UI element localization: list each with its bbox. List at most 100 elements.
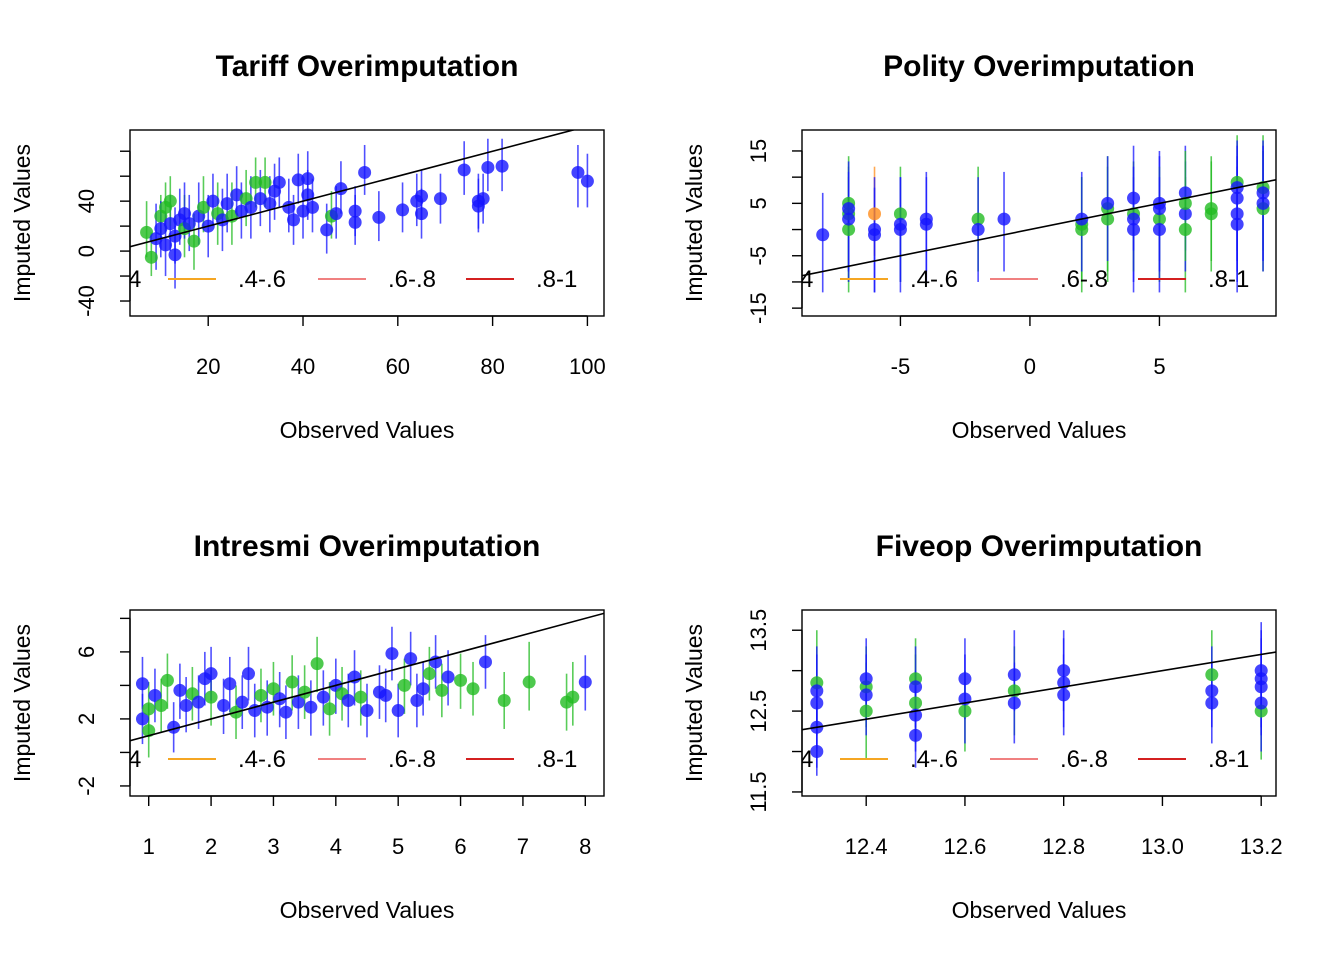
x-tick-label: 2 bbox=[205, 834, 217, 859]
data-point bbox=[244, 200, 258, 214]
data-point bbox=[1007, 668, 1021, 682]
data-point bbox=[997, 212, 1011, 226]
legend-label: 4 bbox=[128, 746, 141, 773]
x-axis-label: Observed Values bbox=[952, 417, 1127, 443]
data-point bbox=[958, 672, 972, 686]
y-axis: -15 -5 5 15 bbox=[746, 139, 803, 324]
data-point bbox=[810, 696, 824, 710]
legend-label: .8-1 bbox=[1208, 746, 1249, 773]
x-tick-label: 5 bbox=[1153, 354, 1165, 379]
chart-panel-tariff: Tariff Overimputation 4 .4-.6 .6-.8 .8-1 20 40… bbox=[9, 50, 606, 443]
y-axis: 11.5 12.5 13.5 bbox=[746, 609, 803, 813]
data-point bbox=[810, 684, 824, 698]
data-point bbox=[457, 163, 471, 177]
data-point bbox=[354, 690, 368, 704]
data-point bbox=[859, 688, 873, 702]
y-axis: -2 2 6 bbox=[74, 617, 131, 796]
reference-line bbox=[130, 130, 577, 248]
legend-label: 4 bbox=[128, 266, 141, 293]
data-point bbox=[144, 250, 158, 264]
data-point bbox=[1057, 664, 1071, 678]
y-tick-label: -15 bbox=[746, 292, 771, 324]
data-point bbox=[341, 693, 355, 707]
data-point bbox=[842, 202, 856, 216]
plot-area: 4 .4-.6 .6-.8 .8-1 bbox=[800, 135, 1276, 293]
y-tick-label: -5 bbox=[746, 246, 771, 266]
x-tick-label: 6 bbox=[454, 834, 466, 859]
plot-area: 4 .4-.6 .6-.8 .8-1 bbox=[802, 622, 1276, 776]
data-point bbox=[410, 693, 424, 707]
data-point bbox=[334, 182, 348, 196]
data-point bbox=[1230, 191, 1244, 205]
data-point bbox=[220, 197, 234, 211]
data-point bbox=[1152, 202, 1166, 216]
data-point bbox=[159, 238, 173, 252]
legend-label: .4-.6 bbox=[238, 746, 286, 773]
x-axis: -5 0 5 bbox=[891, 315, 1166, 379]
data-point bbox=[416, 682, 430, 696]
x-tick-label: 60 bbox=[386, 354, 410, 379]
x-tick-label: 1 bbox=[143, 834, 155, 859]
data-point bbox=[287, 213, 301, 227]
data-point bbox=[254, 688, 268, 702]
chart-panel-intresmi: Intresmi Overimputation 4 .4-.6 .6-.8 .8-1 1 2… bbox=[9, 530, 605, 923]
plot-area: 4 .4-.6 .6-.8 .8-1 bbox=[128, 130, 594, 293]
data-point bbox=[454, 673, 468, 687]
legend-label: .8-1 bbox=[536, 746, 577, 773]
data-point bbox=[1256, 186, 1270, 200]
legend-label: .4-.6 bbox=[238, 266, 286, 293]
data-point bbox=[223, 677, 237, 691]
data-point bbox=[258, 175, 272, 189]
data-point bbox=[893, 207, 907, 221]
data-point bbox=[1254, 672, 1268, 686]
y-tick-label: -40 bbox=[74, 285, 99, 317]
data-point bbox=[868, 207, 882, 221]
data-point bbox=[235, 695, 249, 709]
data-point bbox=[495, 159, 509, 173]
data-point bbox=[379, 688, 393, 702]
y-axis-label: Imputed Values bbox=[9, 624, 35, 782]
x-tick-label: 20 bbox=[196, 354, 220, 379]
data-point bbox=[279, 705, 293, 719]
data-point bbox=[816, 228, 830, 242]
data-point bbox=[385, 647, 399, 661]
data-point bbox=[178, 207, 192, 221]
x-tick-label: -5 bbox=[891, 354, 911, 379]
legend-label: .8-1 bbox=[536, 266, 577, 293]
data-point bbox=[196, 200, 210, 214]
data-point bbox=[182, 217, 196, 231]
data-point bbox=[272, 175, 286, 189]
legend-label: .6-.8 bbox=[388, 266, 436, 293]
data-point bbox=[580, 174, 594, 188]
x-axis-label: Observed Values bbox=[952, 897, 1127, 923]
data-point bbox=[1205, 668, 1219, 682]
data-point bbox=[301, 188, 315, 202]
x-tick-label: 4 bbox=[330, 834, 342, 859]
data-point bbox=[433, 192, 447, 206]
data-point bbox=[149, 232, 163, 246]
data-point bbox=[135, 677, 149, 691]
data-point bbox=[285, 675, 299, 689]
data-point bbox=[1127, 212, 1141, 226]
data-point bbox=[204, 690, 218, 704]
legend: 4 .4-.6 .6-.8 .8-1 bbox=[128, 746, 577, 773]
data-point bbox=[1152, 223, 1166, 237]
data-point bbox=[859, 704, 873, 718]
data-point bbox=[571, 165, 585, 179]
x-tick-label: 80 bbox=[480, 354, 504, 379]
x-axis: 12.4 12.6 12.8 13.0 13.2 bbox=[845, 795, 1283, 859]
reference-line bbox=[802, 651, 1276, 731]
legend-label: .6-.8 bbox=[1060, 266, 1108, 293]
data-point bbox=[323, 702, 337, 716]
x-tick-label: 13.2 bbox=[1240, 834, 1283, 859]
data-point bbox=[909, 696, 923, 710]
reference-line bbox=[802, 178, 1276, 277]
data-point bbox=[217, 699, 231, 713]
data-point bbox=[476, 192, 490, 206]
data-point bbox=[358, 165, 372, 179]
data-point bbox=[1230, 207, 1244, 221]
data-point bbox=[301, 172, 315, 186]
y-axis-label: Imputed Values bbox=[681, 144, 707, 302]
data-point bbox=[1205, 696, 1219, 710]
legend-label: 4 bbox=[800, 266, 813, 293]
